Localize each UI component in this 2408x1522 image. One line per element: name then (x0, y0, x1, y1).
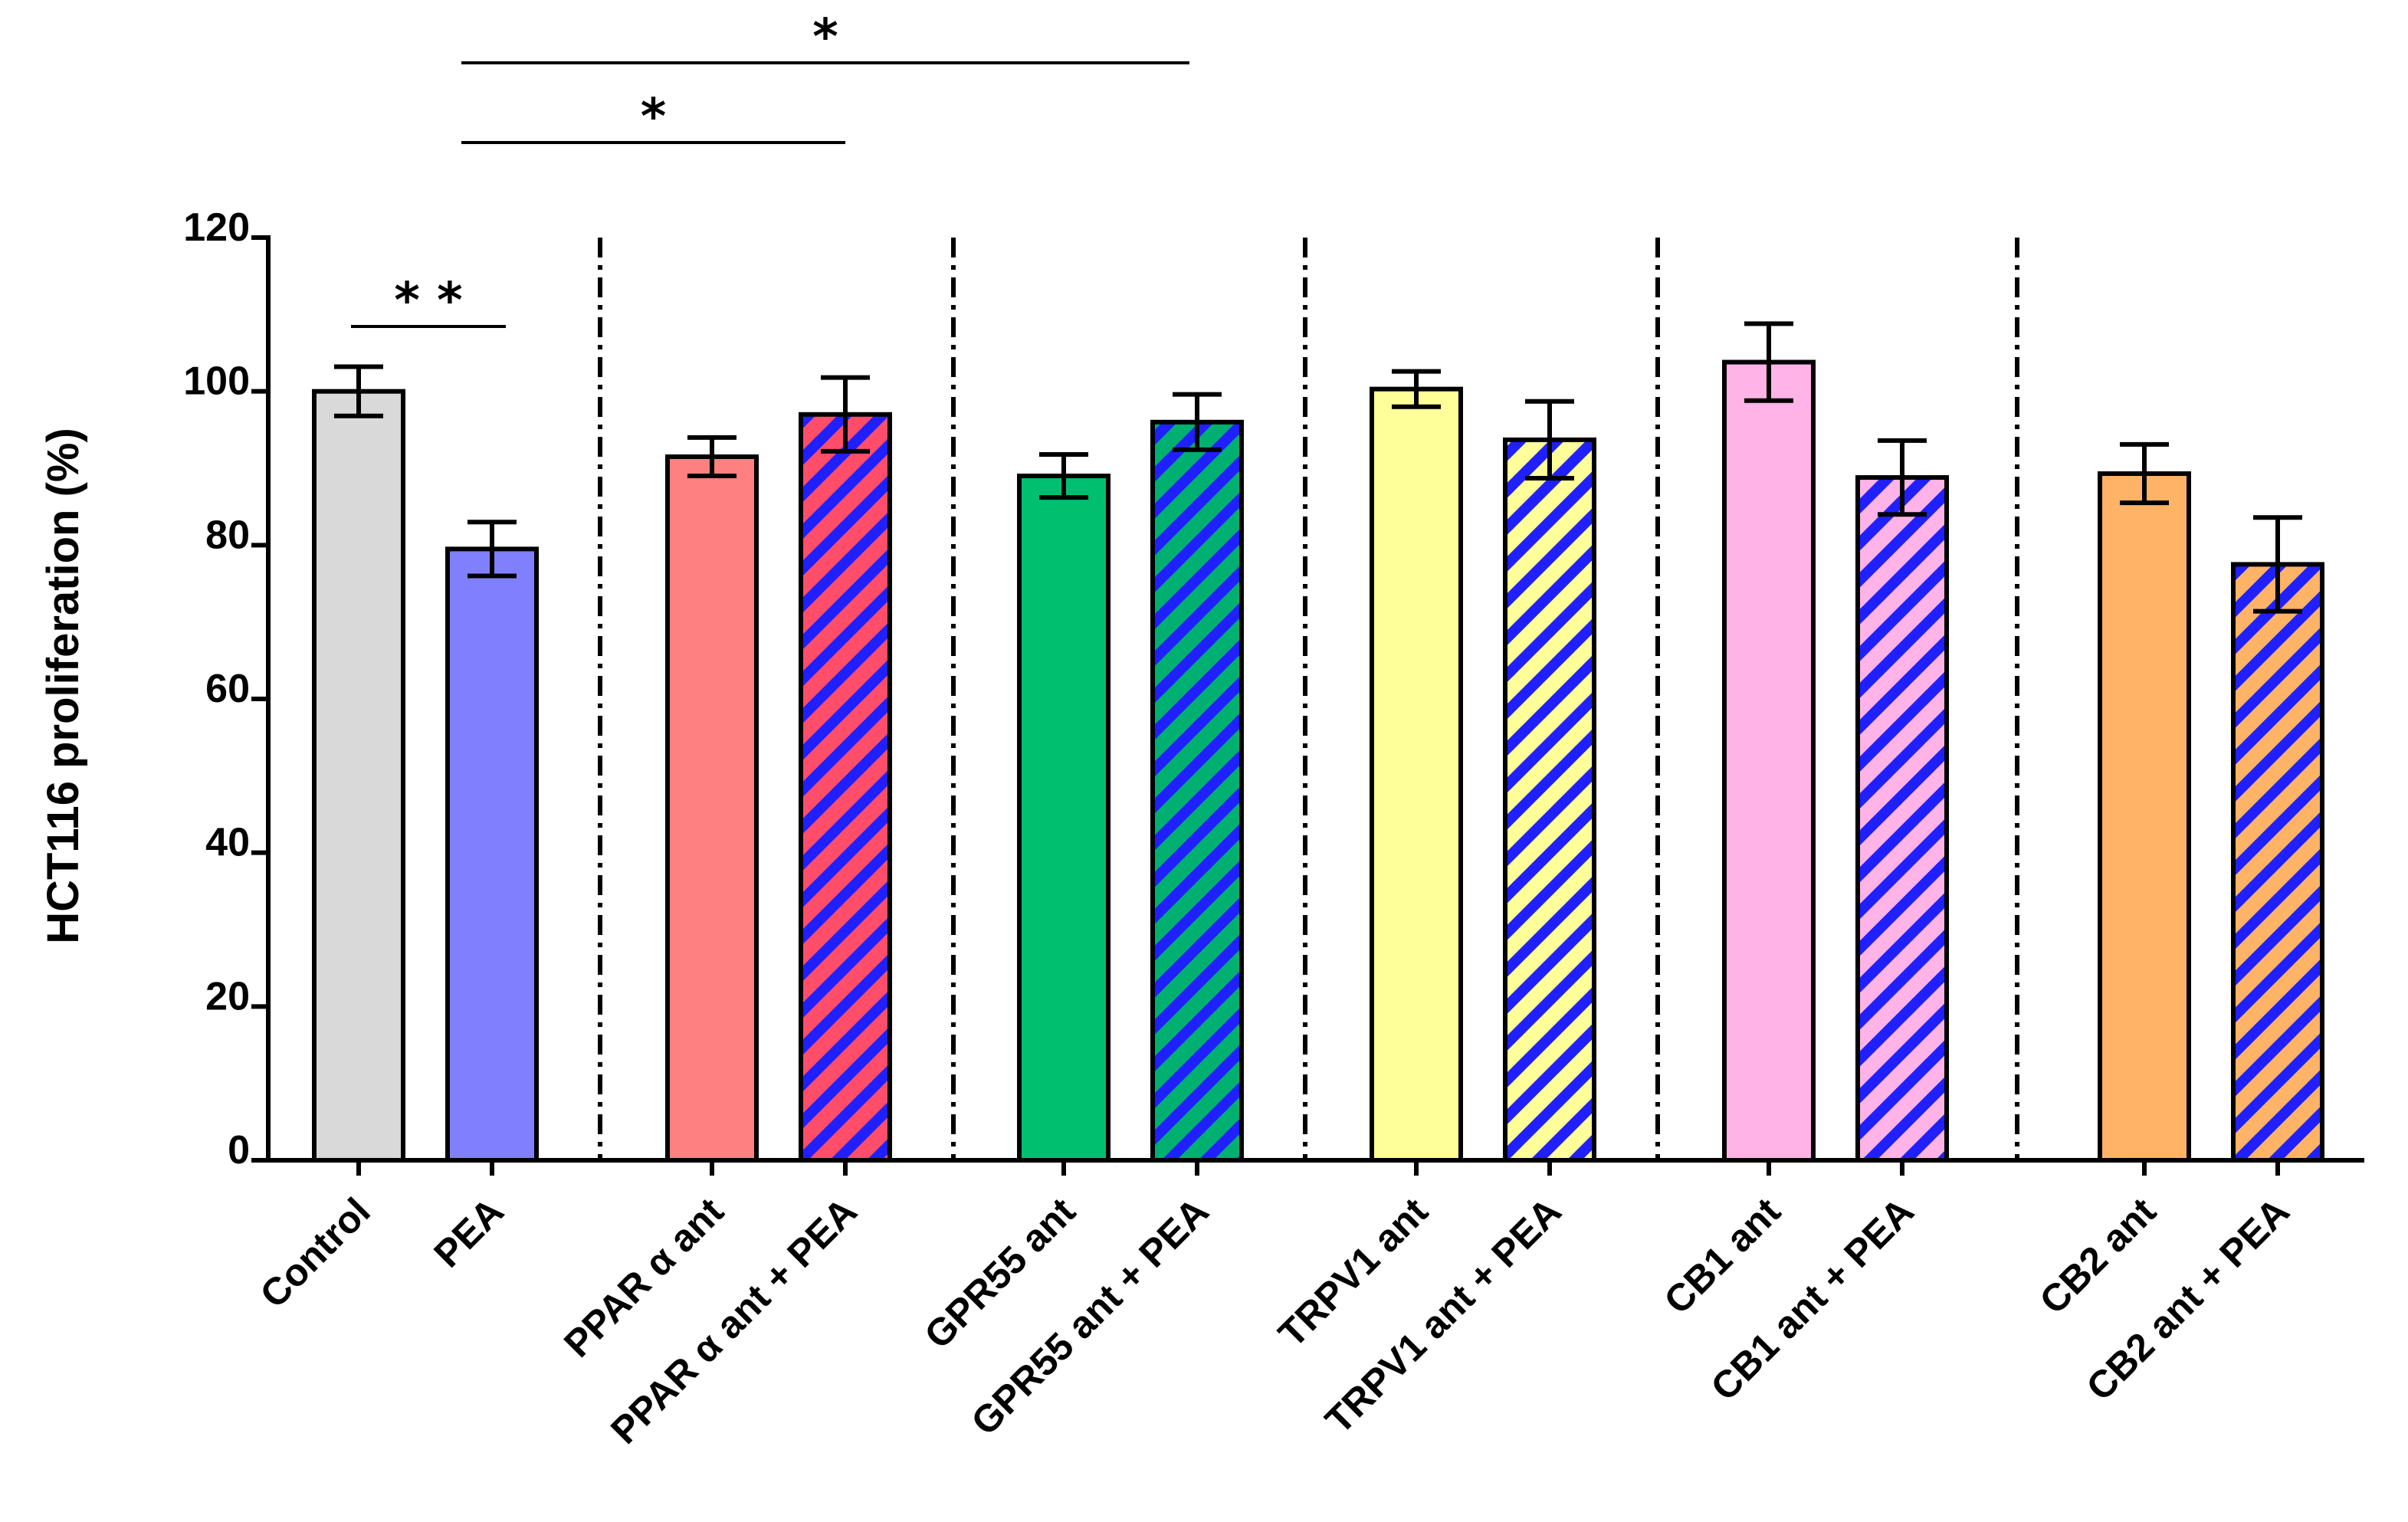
y-tick-label-100: 100 (183, 359, 250, 404)
x-tick-label-8: TRPV1 ant + PEA (1317, 1189, 1569, 1442)
error-bar-2 (467, 520, 517, 579)
y-tick-label-80: 80 (205, 513, 250, 557)
bar-12 (2231, 562, 2324, 1163)
error-bar-12 (2253, 515, 2302, 614)
x-tick-label-11: CB2 ant (2032, 1189, 2164, 1322)
bar-11 (2098, 471, 2191, 1163)
bars-layer (312, 359, 2324, 1163)
error-bar-7 (1392, 369, 1441, 409)
error-bar-4 (821, 375, 870, 454)
error-bar-1 (334, 364, 383, 418)
bar-3 (665, 454, 759, 1163)
significance-bracket-2: * (461, 89, 845, 146)
error-bar-5 (1039, 451, 1088, 500)
y-tick-label-0: 0 (228, 1128, 250, 1173)
significance-label-1: * * (394, 273, 462, 330)
error-bar-8 (1525, 399, 1574, 481)
y-tick-label-20: 20 (205, 974, 250, 1018)
significance-label-2: * (641, 89, 666, 146)
significance-label-3: * (812, 9, 838, 66)
error-bar-6 (1173, 392, 1222, 452)
bar-1 (312, 389, 405, 1163)
bar-8 (1503, 437, 1596, 1163)
bar-7 (1370, 386, 1463, 1163)
error-bar-3 (687, 435, 737, 479)
error-bars-layer (334, 321, 2302, 614)
y-tick-label-40: 40 (205, 821, 250, 865)
significance-bracket-1: * * (351, 273, 506, 330)
bar-5 (1017, 474, 1111, 1163)
x-tick-label-2: PEA (425, 1189, 511, 1275)
x-tick-label-4: PPAR α ant + PEA (602, 1189, 865, 1452)
x-tick-label-6: GPR55 ant + PEA (963, 1189, 1216, 1443)
bar-9 (1722, 359, 1816, 1163)
bar-6 (1150, 419, 1244, 1163)
y-axis-label: HCT116 proliferation (%) (38, 428, 88, 944)
bar-4 (799, 412, 892, 1163)
significance-bracket-3: * (461, 9, 1189, 66)
x-tick-label-1: Control (252, 1189, 379, 1316)
bar-2 (445, 546, 539, 1163)
y-tick-label-120: 120 (183, 205, 250, 250)
error-bar-11 (2120, 441, 2169, 506)
bar-10 (1855, 475, 1949, 1163)
y-tick-label-60: 60 (205, 667, 250, 711)
error-bar-10 (1878, 438, 1927, 517)
error-bar-9 (1744, 321, 1793, 403)
group-separators (598, 238, 2019, 1160)
significance-layer: * * * * (351, 9, 1189, 330)
x-tick-label-9: CB1 ant (1656, 1189, 1789, 1322)
